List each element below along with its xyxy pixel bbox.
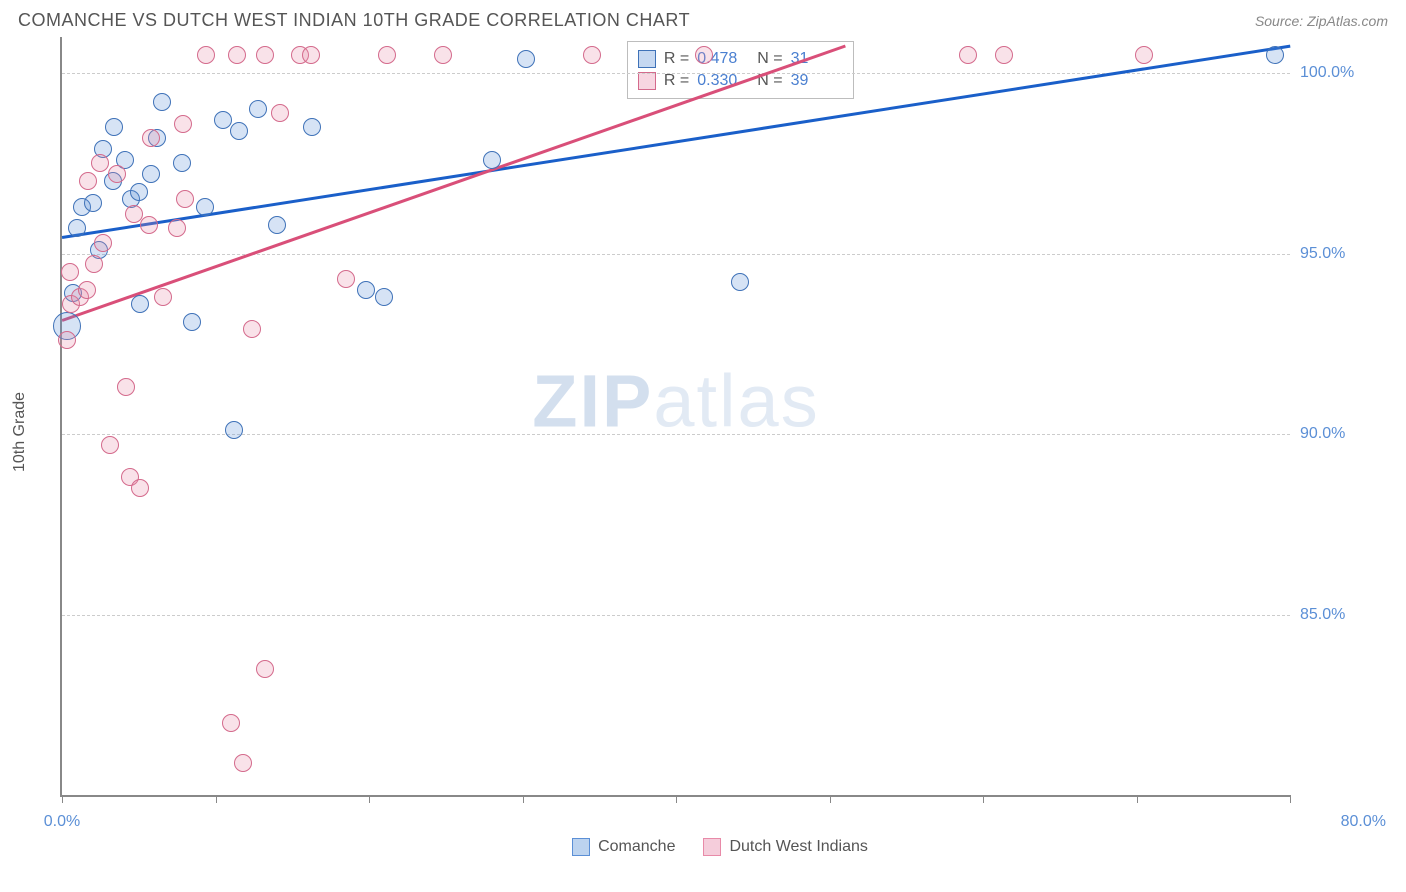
data-point (234, 754, 252, 772)
data-point (959, 46, 977, 64)
data-point (995, 46, 1013, 64)
source-label: Source: ZipAtlas.com (1255, 13, 1388, 29)
gridline (62, 615, 1290, 616)
data-point (85, 255, 103, 273)
data-point (228, 46, 246, 64)
data-point (61, 263, 79, 281)
data-point (131, 479, 149, 497)
legend-n-value: 39 (791, 72, 843, 90)
data-point (101, 436, 119, 454)
trend-line (62, 44, 846, 321)
gridline (62, 434, 1290, 435)
data-point (140, 216, 158, 234)
data-point (731, 273, 749, 291)
legend-correlation: R =0.478N =31R =0.330N =39 (627, 41, 854, 99)
data-point (197, 46, 215, 64)
data-point (249, 100, 267, 118)
data-point (517, 50, 535, 68)
data-point (434, 46, 452, 64)
x-tick (1290, 795, 1291, 803)
data-point (153, 93, 171, 111)
data-point (1266, 46, 1284, 64)
data-point (337, 270, 355, 288)
data-point (173, 154, 191, 172)
data-point (1135, 46, 1153, 64)
data-point (78, 281, 96, 299)
data-point (168, 219, 186, 237)
x-tick (830, 795, 831, 803)
data-point (108, 165, 126, 183)
data-point (268, 216, 286, 234)
data-point (105, 118, 123, 136)
data-point (695, 46, 713, 64)
data-point (196, 198, 214, 216)
x-min-label: 0.0% (44, 813, 80, 831)
data-point (79, 172, 97, 190)
data-point (302, 46, 320, 64)
data-point (222, 714, 240, 732)
data-point (225, 421, 243, 439)
legend-label: Comanche (598, 838, 675, 856)
y-tick-label: 85.0% (1300, 606, 1380, 624)
data-point (84, 194, 102, 212)
data-point (256, 660, 274, 678)
chart-container: 10th Grade ZIPatlas R =0.478N =31R =0.33… (50, 37, 1390, 827)
legend-row: R =0.478N =31 (638, 48, 843, 70)
x-tick (1137, 795, 1138, 803)
x-tick (983, 795, 984, 803)
watermark: ZIPatlas (532, 358, 819, 443)
x-tick (676, 795, 677, 803)
legend-r-label: R = (664, 50, 689, 68)
data-point (131, 295, 149, 313)
y-tick-label: 100.0% (1300, 64, 1380, 82)
legend-swatch (638, 72, 656, 90)
data-point (243, 320, 261, 338)
legend-n-label: N = (757, 50, 782, 68)
data-point (154, 288, 172, 306)
data-point (176, 190, 194, 208)
data-point (271, 104, 289, 122)
legend-series: Comanche Dutch West Indians (50, 838, 1390, 861)
data-point (378, 46, 396, 64)
x-tick (62, 795, 63, 803)
data-point (303, 118, 321, 136)
x-tick (523, 795, 524, 803)
data-point (68, 219, 86, 237)
data-point (130, 183, 148, 201)
data-point (142, 129, 160, 147)
data-point (117, 378, 135, 396)
legend-label: Dutch West Indians (729, 838, 867, 856)
chart-title: COMANCHE VS DUTCH WEST INDIAN 10TH GRADE… (18, 10, 690, 31)
legend-item: Comanche (572, 838, 675, 856)
data-point (142, 165, 160, 183)
legend-swatch (638, 50, 656, 68)
data-point (174, 115, 192, 133)
data-point (375, 288, 393, 306)
legend-n-value: 31 (791, 50, 843, 68)
data-point (256, 46, 274, 64)
x-tick (216, 795, 217, 803)
data-point (94, 234, 112, 252)
data-point (583, 46, 601, 64)
plot-area: ZIPatlas R =0.478N =31R =0.330N =39 85.0… (60, 37, 1290, 797)
legend-item: Dutch West Indians (703, 838, 867, 856)
legend-swatch (703, 838, 721, 856)
x-tick (369, 795, 370, 803)
y-axis-label: 10th Grade (11, 392, 29, 472)
data-point (58, 331, 76, 349)
data-point (183, 313, 201, 331)
data-point (91, 154, 109, 172)
y-tick-label: 95.0% (1300, 245, 1380, 263)
y-tick-label: 90.0% (1300, 425, 1380, 443)
data-point (483, 151, 501, 169)
x-max-label: 80.0% (1341, 813, 1386, 831)
data-point (357, 281, 375, 299)
legend-swatch (572, 838, 590, 856)
legend-r-label: R = (664, 72, 689, 90)
data-point (230, 122, 248, 140)
